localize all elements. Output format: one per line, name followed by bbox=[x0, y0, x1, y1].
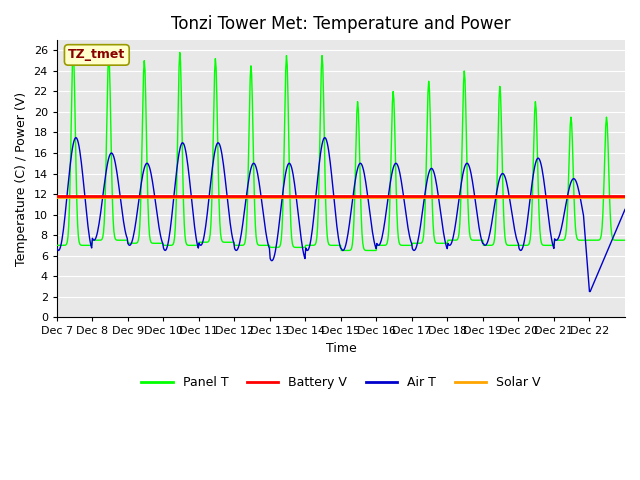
Legend: Panel T, Battery V, Air T, Solar V: Panel T, Battery V, Air T, Solar V bbox=[136, 371, 545, 394]
Text: TZ_tmet: TZ_tmet bbox=[68, 48, 125, 61]
X-axis label: Time: Time bbox=[326, 342, 356, 355]
Title: Tonzi Tower Met: Temperature and Power: Tonzi Tower Met: Temperature and Power bbox=[171, 15, 511, 33]
Y-axis label: Temperature (C) / Power (V): Temperature (C) / Power (V) bbox=[15, 92, 28, 266]
